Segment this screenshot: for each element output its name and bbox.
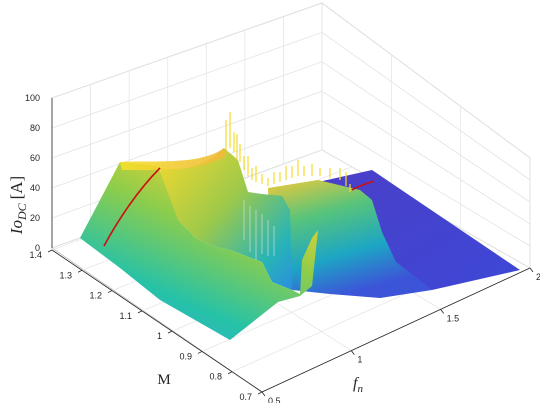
x-tick-mark [529,267,534,273]
z-axis-label-unit: [A] [7,176,26,200]
y-tick-mark [257,391,263,395]
x-tick-label: 1 [357,355,362,365]
y-axis-line [51,249,263,393]
surface-left-wall [80,162,318,340]
svg-text:IoDC[A]: IoDC [A] [7,176,29,235]
axis-lines [51,98,531,393]
surface [80,112,520,340]
x-tick-labels: 0.5 1 1.5 2 [261,267,540,403]
y-tick-mark [197,351,203,354]
x-axis-label: fn [353,375,363,395]
x-axis-line [261,267,531,393]
z-tick-label: 40 [30,183,40,193]
x-tick-mark [440,309,444,314]
z-axis-label-main: Io [7,220,26,235]
y-tick-mark [227,371,233,375]
x-tick-label: 0.5 [268,396,281,403]
y-tick-mark [47,249,53,253]
z-tick-label: 0 [35,243,40,253]
z-tick-label: 60 [30,153,40,163]
x-axis-label-main: f [353,375,360,392]
x-axis-label-sub: n [357,383,363,395]
surface-spikes [225,112,351,260]
surface-ridge [120,148,226,171]
y-tick-mark [107,290,113,293]
y-axis-label: M [157,372,170,388]
x-tick-label: 1.5 [447,313,460,323]
z-tick-labels: 0 20 40 60 80 100 [25,93,40,253]
z-axis-label-sub: DC [15,202,29,221]
surface-middle-wall [160,148,292,290]
y-tick-mark [137,310,143,314]
z-tick-label: 80 [30,123,40,133]
x-tick-label: 2 [536,272,540,282]
y-tick-label: 0.9 [179,351,192,361]
z-axis-label: IoDC [A] [7,176,29,235]
y-tick-label: 1.1 [119,311,132,321]
x-tick-mark [351,350,355,355]
y-tick-label: 1 [157,331,162,341]
y-tick-mark [167,330,173,334]
y-tick-labels: 0.7 0.8 0.9 1 1.1 1.2 1.3 1.4 [29,249,263,402]
y-tick-label: 0.7 [239,392,252,402]
y-tick-mark [77,269,83,273]
red-curve-right [351,180,375,191]
z-tick-label: 20 [30,213,40,223]
y-tick-label: 0.8 [209,372,222,382]
z-tick-label: 100 [25,93,40,103]
y-tick-label: 1.2 [89,291,102,301]
x-tick-mark [261,391,266,397]
y-tick-label: 1.3 [59,270,72,280]
y-tick-label: 1.4 [29,250,42,260]
red-curve-left [103,167,161,247]
